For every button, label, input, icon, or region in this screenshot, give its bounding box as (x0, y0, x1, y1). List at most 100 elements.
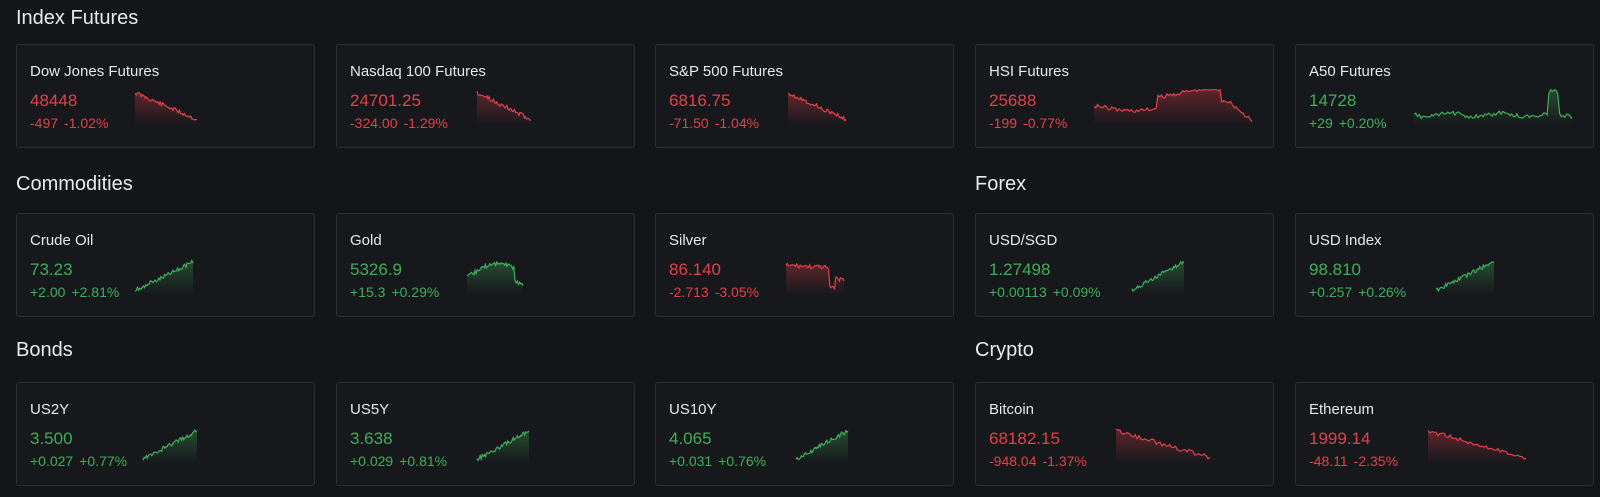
quote-change-percent: +0.29% (391, 284, 440, 300)
section-title-bonds: Bonds (16, 339, 73, 361)
quote-name: Ethereum (1309, 401, 1375, 418)
quote-name: Silver (669, 232, 707, 249)
quote-card-silver[interactable]: Silver 86.140 -2.713 -3.05% (655, 213, 954, 317)
sparkline-line (466, 260, 524, 287)
quote-change-percent: -0.77% (1023, 115, 1068, 131)
quote-name: Gold (350, 232, 382, 249)
sparkline-line (134, 258, 194, 292)
sparkline-line (785, 262, 845, 291)
quote-name: Nasdaq 100 Futures (350, 63, 486, 80)
quote-change-row: -948.04 -1.37% (989, 453, 1087, 469)
sparkline-chart (785, 262, 845, 294)
sparkline-chart (795, 429, 849, 463)
sparkline-area (135, 92, 197, 125)
quote-name: S&P 500 Futures (669, 63, 783, 80)
quote-change-row: -199 -0.77% (989, 115, 1067, 131)
quote-price: 24701.25 (350, 91, 421, 110)
quote-name: USD/SGD (989, 232, 1058, 249)
sparkline-line (1427, 430, 1527, 460)
sparkline-line (476, 430, 530, 462)
sparkline-chart (787, 92, 847, 125)
quote-card-gold[interactable]: Gold 5326.9 +15.3 +0.29% (336, 213, 635, 317)
sparkline-line (795, 429, 849, 461)
sparkline-line (787, 92, 847, 122)
sparkline-area (1094, 89, 1252, 125)
quote-change-percent: -2.35% (1353, 453, 1399, 469)
sparkline-chart (134, 258, 194, 294)
quote-change-row: -324.00 -1.29% (350, 115, 448, 131)
quote-change-row: +0.027 +0.77% (30, 453, 127, 469)
sparkline-chart (1093, 88, 1253, 125)
sparkline-chart (134, 91, 198, 125)
quote-change-percent: +0.09% (1052, 284, 1101, 300)
sparkline-area (477, 91, 531, 125)
quote-change-percent: +2.81% (71, 284, 120, 300)
quote-card-crude[interactable]: Crude Oil 73.23 +2.00 +2.81% (16, 213, 315, 317)
quote-change: +0.027 (30, 453, 74, 469)
quote-name: US2Y (30, 401, 70, 418)
sparkline-line (1115, 428, 1211, 460)
quote-price: 48448 (30, 91, 78, 110)
sparkline-area (1436, 262, 1494, 294)
sparkline-chart (1435, 261, 1494, 294)
quote-card-bitcoin[interactable]: Bitcoin 68182.15 -948.04 -1.37% (975, 382, 1274, 486)
quote-price: 1999.14 (1309, 429, 1371, 448)
quote-card-us2y[interactable]: US2Y 3.500 +0.027 +0.77% (16, 382, 315, 486)
quote-card-dow[interactable]: Dow Jones Futures 48448 -497 -1.02% (16, 44, 315, 148)
quote-change: -948.04 (989, 453, 1037, 469)
quote-change-row: -71.50 -1.04% (669, 115, 759, 131)
quote-price: 1.27498 (989, 260, 1051, 279)
quote-card-sp500[interactable]: S&P 500 Futures 6816.75 -71.50 -1.04% (655, 44, 954, 148)
quote-name: HSI Futures (989, 63, 1070, 80)
quote-price: 68182.15 (989, 429, 1060, 448)
sparkline-chart (1131, 260, 1185, 294)
quote-change: +0.029 (350, 453, 394, 469)
section-title-forex: Forex (975, 173, 1027, 195)
quote-price: 5326.9 (350, 260, 402, 279)
quote-price: 86.140 (669, 260, 721, 279)
quote-card-hsi[interactable]: HSI Futures 25688 -199 -0.77% (975, 44, 1274, 148)
quote-card-us5y[interactable]: US5Y 3.638 +0.029 +0.81% (336, 382, 635, 486)
sparkline-area (467, 262, 523, 294)
quote-change: -324.00 (350, 115, 398, 131)
quote-card-nasdaq[interactable]: Nasdaq 100 Futures 24701.25 -324.00 -1.29% (336, 44, 635, 148)
quote-change: -199 (989, 115, 1018, 131)
quote-card-usdsgd[interactable]: USD/SGD 1.27498 +0.00113 +0.09% (975, 213, 1274, 317)
sparkline-chart (476, 430, 530, 463)
quote-change-row: +0.029 +0.81% (350, 453, 447, 469)
quote-change: +15.3 (350, 284, 386, 300)
quote-card-us10y[interactable]: US10Y 4.065 +0.031 +0.76% (655, 382, 954, 486)
quote-card-ethereum[interactable]: Ethereum 1999.14 -48.11 -2.35% (1295, 382, 1594, 486)
quote-change: -71.50 (669, 115, 709, 131)
quote-change-row: +0.257 +0.26% (1309, 284, 1406, 300)
quote-name: Dow Jones Futures (30, 63, 160, 80)
quote-change-percent: -1.37% (1042, 453, 1087, 469)
quote-card-usdindex[interactable]: USD Index 98.810 +0.257 +0.26% (1295, 213, 1594, 317)
sparkline-line (1435, 261, 1494, 293)
quote-change-percent: -1.29% (403, 115, 448, 131)
quote-change-row: -2.713 -3.05% (669, 284, 759, 300)
quote-change-percent: +0.26% (1358, 284, 1407, 300)
quote-change-percent: +0.77% (79, 453, 128, 469)
quote-price: 6816.75 (669, 91, 731, 110)
quote-change: +29 (1309, 115, 1333, 131)
quote-change: -48.11 (1309, 453, 1348, 469)
quote-change-percent: -1.04% (714, 115, 760, 131)
quote-name: Crude Oil (30, 232, 94, 249)
quote-change: +0.00113 (989, 284, 1047, 300)
sparkline-line (142, 429, 198, 461)
quote-price: 73.23 (30, 260, 73, 279)
section-title-crypto: Crypto (975, 339, 1034, 361)
quote-card-a50[interactable]: A50 Futures 14728 +29 +0.20% (1295, 44, 1594, 148)
quote-change-percent: +0.76% (718, 453, 767, 469)
sparkline-chart (142, 429, 198, 463)
sparkline-line (1131, 260, 1185, 293)
quote-price: 4.065 (669, 429, 712, 448)
quote-change-percent: +0.81% (399, 453, 448, 469)
quote-change: -2.713 (669, 284, 709, 300)
sparkline-area (796, 430, 848, 463)
quote-change-row: -48.11 -2.35% (1309, 453, 1398, 469)
sparkline-chart (1427, 430, 1527, 463)
sparkline-line (476, 90, 532, 121)
quote-change-row: +29 +0.20% (1309, 115, 1387, 131)
